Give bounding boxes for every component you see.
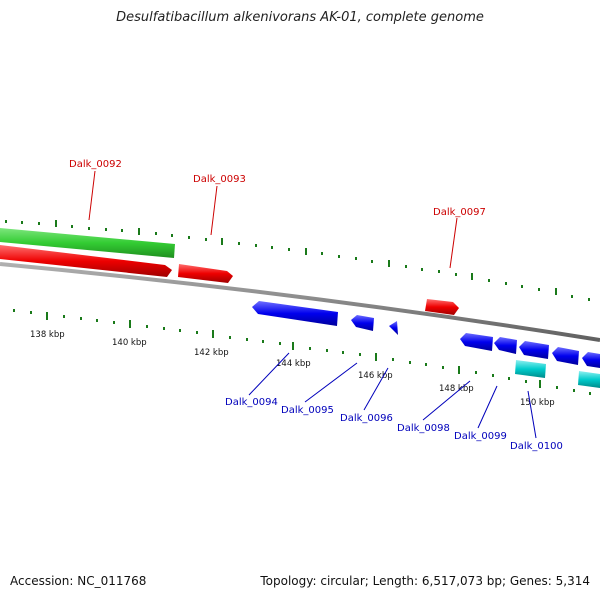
gene-reverse-next-2[interactable] xyxy=(582,352,600,368)
forward-genes xyxy=(0,245,459,315)
scale-label-142: 142 kbp xyxy=(194,348,229,358)
upper-tick-row xyxy=(5,220,590,301)
gene-reverse-next-1[interactable] xyxy=(552,347,579,365)
scale-label-144: 144 kbp xyxy=(276,359,311,369)
cyan-feature-2[interactable] xyxy=(578,371,600,388)
gene-dalk-0092[interactable] xyxy=(0,245,172,277)
label-dalk-0092[interactable]: Dalk_0092 xyxy=(69,159,122,170)
gene-dalk-0095[interactable] xyxy=(351,315,374,331)
scale-label-140: 140 kbp xyxy=(112,338,147,348)
scale-label-148: 148 kbp xyxy=(439,384,474,394)
cyan-feature-1[interactable] xyxy=(515,360,546,378)
label-dalk-0098[interactable]: Dalk_0098 xyxy=(397,423,450,434)
reverse-labels: Dalk_0094 Dalk_0095 Dalk_0096 Dalk_0098 … xyxy=(225,397,563,452)
accession-text: Accession: NC_011768 xyxy=(10,574,147,588)
cyan-features xyxy=(515,360,600,388)
green-feature[interactable] xyxy=(0,228,175,258)
gene-dalk-0093[interactable] xyxy=(178,264,233,283)
gene-dalk-0100[interactable] xyxy=(519,341,549,359)
lower-tick-row xyxy=(13,309,591,395)
scale-label-146: 146 kbp xyxy=(358,371,393,381)
gene-dalk-0099[interactable] xyxy=(494,337,517,354)
scale-label-138: 138 kbp xyxy=(30,330,65,340)
label-dalk-0093[interactable]: Dalk_0093 xyxy=(193,174,246,185)
scale-label-150: 150 kbp xyxy=(520,398,555,408)
gene-dalk-0098[interactable] xyxy=(460,333,493,351)
reverse-genes xyxy=(252,301,600,368)
genome-backbone xyxy=(0,262,600,342)
gene-dalk-0096[interactable] xyxy=(389,321,398,335)
forward-labels: Dalk_0092 Dalk_0093 Dalk_0097 xyxy=(69,159,486,218)
label-dalk-0099[interactable]: Dalk_0099 xyxy=(454,431,507,442)
forward-callouts xyxy=(88,170,458,269)
reverse-callouts xyxy=(248,352,537,439)
label-dalk-0095[interactable]: Dalk_0095 xyxy=(281,405,334,416)
gene-dalk-0097[interactable] xyxy=(425,299,459,315)
label-dalk-0096[interactable]: Dalk_0096 xyxy=(340,413,393,424)
label-dalk-0097[interactable]: Dalk_0097 xyxy=(433,207,486,218)
map-title: Desulfatibacillum alkenivorans AK-01, co… xyxy=(116,10,484,25)
scale-labels: 138 kbp 140 kbp 142 kbp 144 kbp 146 kbp … xyxy=(30,330,555,408)
genome-summary-text: Topology: circular; Length: 6,517,073 bp… xyxy=(260,574,590,588)
gene-dalk-0094[interactable] xyxy=(252,301,338,326)
label-dalk-0094[interactable]: Dalk_0094 xyxy=(225,397,278,408)
label-dalk-0100[interactable]: Dalk_0100 xyxy=(510,441,563,452)
